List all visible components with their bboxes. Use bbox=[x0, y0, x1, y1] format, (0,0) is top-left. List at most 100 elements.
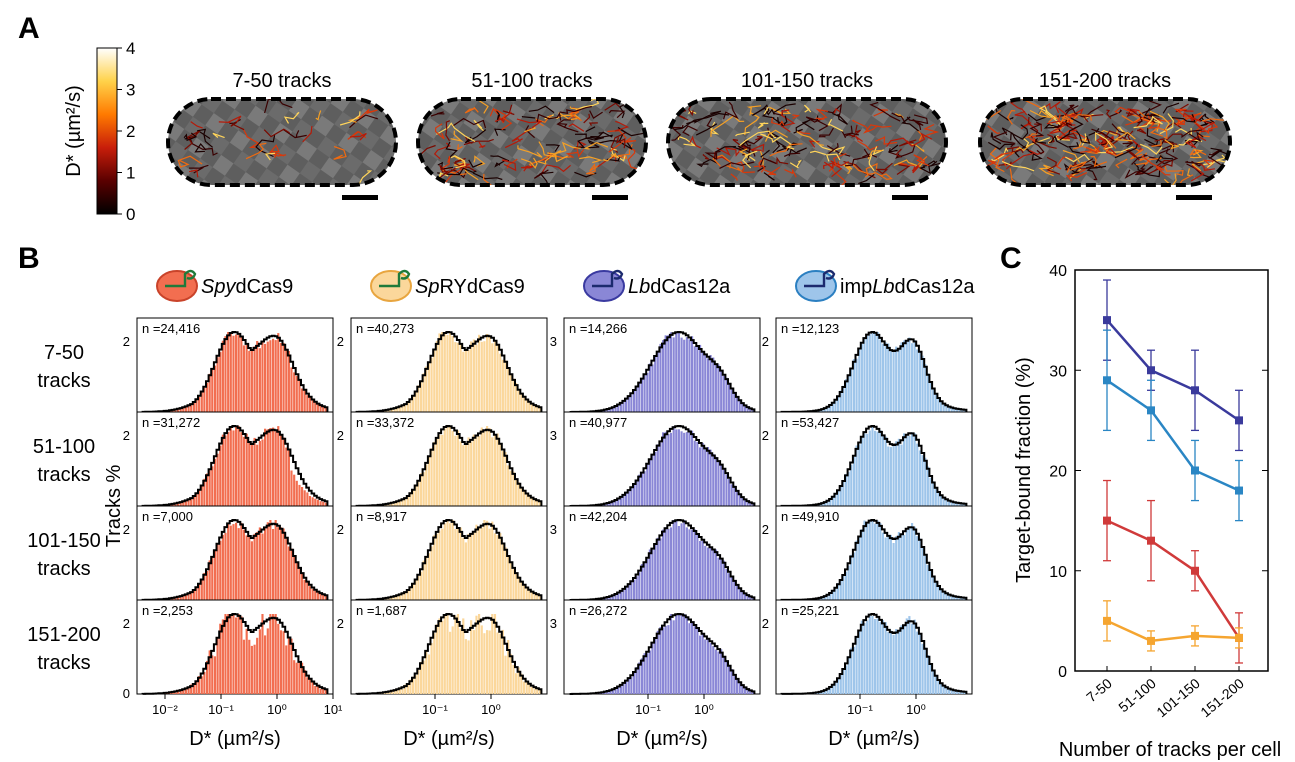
histogram-bar bbox=[277, 623, 280, 694]
track bbox=[695, 123, 718, 136]
histogram-bar bbox=[216, 357, 219, 412]
histogram-bar bbox=[184, 406, 187, 412]
histogram-bar bbox=[435, 533, 438, 600]
y-tick-label: 2 bbox=[123, 334, 130, 349]
histogram-bar bbox=[818, 503, 821, 506]
histogram-bar bbox=[279, 342, 283, 412]
track bbox=[1189, 149, 1207, 156]
histogram-bar bbox=[897, 438, 900, 506]
track bbox=[1130, 145, 1144, 160]
histogram-bar bbox=[643, 375, 646, 412]
series-line bbox=[1106, 379, 1240, 492]
track bbox=[1023, 123, 1034, 128]
histogram-bar bbox=[887, 343, 890, 412]
track bbox=[1164, 165, 1184, 176]
track bbox=[1064, 104, 1076, 113]
histogram-panel: n =40,977 3 bbox=[550, 411, 761, 507]
histogram-bar bbox=[496, 535, 499, 600]
histogram-bar bbox=[253, 644, 256, 694]
histogram-bar bbox=[536, 500, 539, 506]
series-3 bbox=[1103, 479, 1243, 664]
track bbox=[1095, 131, 1114, 150]
histogram-bar bbox=[863, 433, 866, 506]
histogram-bar bbox=[667, 434, 670, 506]
track bbox=[255, 134, 276, 158]
histogram-bar bbox=[308, 586, 312, 600]
histogram-bar bbox=[638, 662, 641, 694]
histogram-bar bbox=[171, 598, 174, 600]
histogram-bar bbox=[881, 343, 885, 412]
track-count: n =24,416 bbox=[142, 321, 200, 336]
track-count: n =31,272 bbox=[142, 415, 200, 430]
track bbox=[1005, 152, 1034, 170]
histogram-bar bbox=[412, 396, 415, 412]
histogram-bar bbox=[451, 626, 454, 694]
histogram-bar bbox=[425, 651, 428, 694]
track bbox=[627, 146, 639, 170]
x-tick-label: 10⁰ bbox=[481, 702, 501, 717]
track bbox=[764, 129, 789, 142]
histogram-bar bbox=[897, 348, 900, 412]
histogram-bar bbox=[868, 430, 871, 506]
histogram-bar bbox=[435, 340, 438, 412]
track bbox=[585, 126, 596, 133]
histogram-bar bbox=[863, 337, 866, 412]
y-tick-label: 2 bbox=[337, 522, 344, 537]
track bbox=[183, 132, 198, 142]
histogram-bar bbox=[237, 614, 240, 694]
histogram-bar bbox=[881, 620, 885, 694]
track bbox=[710, 115, 745, 137]
track bbox=[843, 161, 876, 179]
histogram-bar bbox=[211, 557, 214, 600]
histogram-bar bbox=[823, 596, 826, 600]
histogram-bar bbox=[235, 334, 238, 412]
histogram-bar bbox=[232, 335, 235, 412]
histogram-bar bbox=[174, 409, 177, 412]
histogram-bar bbox=[459, 628, 462, 694]
track bbox=[753, 165, 766, 173]
histogram-bar bbox=[911, 523, 914, 600]
track bbox=[1090, 155, 1108, 168]
track bbox=[177, 155, 203, 168]
histogram-bar bbox=[958, 691, 961, 694]
histogram-bar bbox=[884, 622, 887, 694]
histogram-bar bbox=[627, 491, 630, 506]
histogram-bar bbox=[693, 626, 696, 694]
track bbox=[796, 131, 824, 146]
histogram-bar bbox=[699, 635, 702, 694]
track bbox=[789, 159, 802, 169]
track bbox=[615, 137, 626, 149]
track bbox=[994, 151, 1015, 167]
track bbox=[283, 129, 307, 139]
colorbar-tick-label: 2 bbox=[126, 122, 135, 141]
histogram-bar bbox=[903, 340, 906, 412]
histogram-bar bbox=[746, 501, 749, 506]
histogram-bar bbox=[512, 664, 515, 694]
histogram-bar bbox=[324, 407, 327, 412]
histogram-bar bbox=[934, 676, 937, 694]
track bbox=[1029, 121, 1045, 137]
histogram-bar bbox=[735, 397, 739, 412]
histogram-bar bbox=[659, 627, 662, 694]
track bbox=[1010, 124, 1029, 141]
histogram-bar bbox=[324, 595, 327, 600]
track bbox=[1109, 109, 1123, 118]
track bbox=[569, 106, 580, 110]
histogram-bar bbox=[422, 373, 425, 412]
track bbox=[769, 143, 803, 157]
histogram-bar bbox=[730, 669, 733, 694]
histogram-bar bbox=[274, 520, 277, 600]
histogram-bar bbox=[643, 653, 646, 694]
histogram-bar bbox=[837, 678, 840, 694]
histogram-bar bbox=[617, 405, 620, 412]
histogram-bar bbox=[187, 593, 190, 600]
histogram-bar bbox=[895, 441, 898, 506]
histogram-bar bbox=[640, 564, 644, 600]
track bbox=[764, 166, 781, 176]
histogram-bar bbox=[749, 690, 752, 694]
histogram-bar bbox=[451, 430, 454, 506]
track bbox=[1122, 142, 1134, 148]
histogram-bar bbox=[536, 406, 539, 412]
histogram-bar bbox=[733, 393, 736, 412]
histogram-bar bbox=[472, 630, 475, 694]
